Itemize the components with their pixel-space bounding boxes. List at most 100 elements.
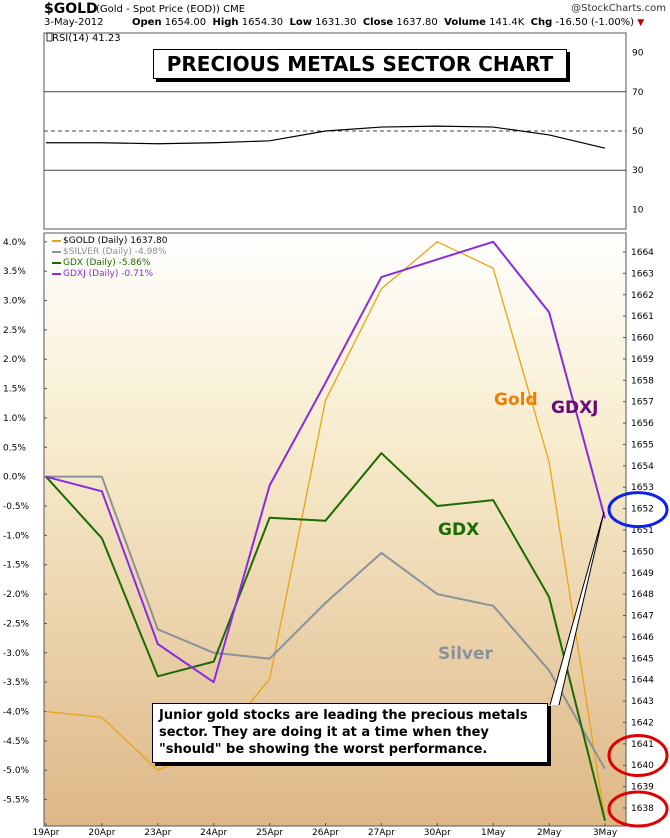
- y-left-tick-label: -1.0%: [3, 531, 30, 541]
- y-right-tick-label: 1661: [631, 312, 654, 322]
- x-tick-label: 25Apr: [256, 828, 283, 838]
- gold-series-line: [45, 241, 606, 821]
- legend: $GOLD (Daily) 1637.80 $SILVER (Daily) -4…: [52, 236, 167, 280]
- y-right-tick-label: 1648: [631, 590, 654, 600]
- highlight-ellipse-1640: [607, 734, 669, 778]
- chg-value: -16.50 (-1.00%): [555, 17, 635, 28]
- y-left-tick-label: 3.5%: [3, 267, 26, 277]
- x-tick-label: 24Apr: [200, 828, 227, 838]
- silver-series-line: [46, 475, 606, 770]
- low-value: 1631.30: [315, 17, 357, 28]
- y-left-tick-label: 2.5%: [3, 326, 26, 336]
- y-left-tick-label: 1.0%: [3, 414, 26, 424]
- y-left-tick-label: 3.0%: [3, 297, 26, 307]
- y-right-tick-label: 1654: [631, 462, 654, 472]
- y-right-tick-label: 1649: [631, 569, 654, 579]
- y-left-tick-label: 0.5%: [3, 443, 26, 453]
- x-tick-label: 1May: [481, 828, 506, 838]
- y-right-tick-label: 1655: [631, 440, 654, 450]
- rsi-y-tick-label: 70: [632, 88, 644, 98]
- y-right-tick-label: 1646: [631, 633, 654, 643]
- y-right-tick-label: 1656: [631, 419, 654, 429]
- legend-gold: $GOLD (Daily) 1637.80: [52, 236, 167, 247]
- volume-value: 141.4K: [489, 17, 525, 28]
- chart-title-box: PRECIOUS METALS SECTOR CHART: [153, 49, 567, 79]
- y-right-tick-label: 1659: [631, 355, 654, 365]
- close-value: 1637.80: [396, 17, 438, 28]
- legend-silver-label: $SILVER (Daily) -4.98%: [63, 247, 167, 257]
- y-right-tick-label: 1642: [631, 718, 654, 728]
- low-label: Low: [289, 17, 312, 28]
- open-label: Open: [132, 17, 162, 28]
- x-tick-label: 26Apr: [312, 828, 339, 838]
- legend-gdxj: GDXJ (Daily) -0.71%: [52, 269, 167, 280]
- x-tick-label: 3May: [593, 828, 618, 838]
- legend-silver-swatch: [52, 250, 61, 253]
- rsi-y-tick-label: 10: [632, 205, 644, 215]
- y-left-tick-label: -5.0%: [3, 766, 30, 776]
- y-left-tick-label: -3.0%: [3, 649, 30, 659]
- quote-date: 3-May-2012: [44, 17, 104, 28]
- gdx-series-line: [45, 452, 606, 821]
- y-left-tick-label: -3.5%: [3, 678, 30, 688]
- y-left-tick-label: -2.5%: [3, 619, 30, 629]
- gdxj-series-line: [45, 240, 606, 684]
- y-right-tick-label: 1638: [631, 804, 654, 814]
- rsi-line: [46, 125, 606, 149]
- symbol-description: (Gold - Spot Price (EOD)) CME: [96, 4, 246, 15]
- legend-gold-swatch: [52, 239, 61, 242]
- x-tick-label: 23Apr: [144, 828, 171, 838]
- y-left-tick-label: -5.5%: [3, 796, 30, 806]
- y-right-tick-label: 1662: [631, 291, 654, 301]
- y-right-tick-label: 1643: [631, 697, 654, 707]
- y-left-tick-label: 0.0%: [3, 473, 26, 483]
- rsi-menu-icon: [46, 32, 53, 42]
- y-left-tick-label: -1.5%: [3, 561, 30, 571]
- high-value: 1654.30: [241, 17, 284, 28]
- rsi-y-tick-label: 90: [632, 49, 644, 59]
- gold-annotation: Gold: [494, 390, 538, 410]
- legend-gdxj-label: GDXJ (Daily) -0.71%: [63, 269, 154, 279]
- highlight-ellipse-1638: [607, 790, 669, 828]
- y-right-tick-label: 1664: [631, 248, 654, 258]
- y-right-tick-label: 1645: [631, 654, 654, 664]
- y-left-tick-label: -4.0%: [3, 708, 30, 718]
- rsi-y-tick-label: 30: [632, 166, 644, 176]
- legend-gdx: GDX (Daily) -5.86%: [52, 258, 167, 269]
- y-right-tick-label: 1644: [631, 676, 654, 686]
- y-right-tick-label: 1639: [631, 783, 654, 793]
- x-tick-label: 30Apr: [424, 828, 451, 838]
- symbol: $GOLD: [44, 1, 98, 17]
- commentary-pointer: [549, 511, 605, 706]
- legend-gdx-swatch: [52, 261, 61, 264]
- ohlc-summary: Open 1654.00 High 1654.30 Low 1631.30 Cl…: [132, 17, 644, 28]
- y-right-tick-label: 1641: [631, 740, 654, 750]
- open-value: 1654.00: [164, 17, 207, 28]
- y-left-tick-label: 1.5%: [3, 385, 26, 395]
- y-right-tick-label: 1651: [631, 526, 654, 536]
- legend-gdxj-swatch: [52, 272, 61, 275]
- gdx-annotation: GDX: [438, 520, 480, 540]
- y-right-tick-label: 1647: [631, 612, 654, 622]
- high-label: High: [212, 17, 239, 28]
- highlight-ellipse-1652: [607, 491, 669, 529]
- rsi-label: RSI(14) 41.23: [52, 33, 121, 44]
- y-left-tick-label: -0.5%: [3, 502, 30, 512]
- gdxj-annotation: GDXJ: [551, 398, 599, 418]
- rsi-y-tick-label: 50: [632, 127, 644, 137]
- y-right-tick-label: 1640: [631, 761, 654, 771]
- legend-gold-label: $GOLD (Daily) 1637.80: [63, 236, 168, 246]
- y-left-tick-label: 2.0%: [3, 355, 26, 365]
- y-right-tick-label: 1652: [631, 505, 654, 515]
- x-tick-label: 2May: [537, 828, 562, 838]
- y-right-tick-label: 1653: [631, 483, 654, 493]
- source-credit[interactable]: @StockCharts.com: [571, 3, 666, 14]
- y-right-tick-label: 1663: [631, 269, 654, 279]
- y-right-tick-label: 1660: [631, 334, 654, 344]
- x-tick-label: 20Apr: [88, 828, 115, 838]
- y-right-tick-label: 1657: [631, 398, 654, 408]
- down-triangle-icon: ▼: [637, 18, 645, 28]
- silver-annotation: Silver: [438, 644, 493, 664]
- legend-gdx-label: GDX (Daily) -5.86%: [63, 258, 151, 268]
- close-label: Close: [362, 17, 394, 28]
